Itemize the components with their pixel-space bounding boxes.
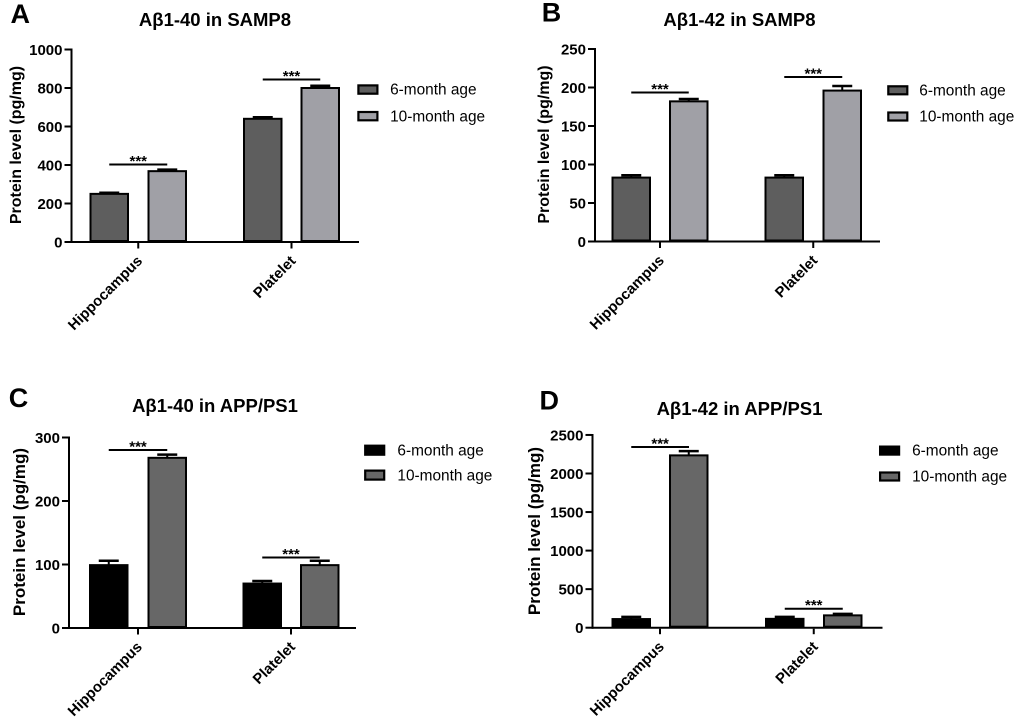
- svg-text:Protein level (pg/mg): Protein level (pg/mg): [10, 448, 29, 616]
- svg-text:1000: 1000: [29, 42, 62, 59]
- svg-text:0: 0: [52, 620, 60, 637]
- svg-text:Protein level (pg/mg): Protein level (pg/mg): [8, 66, 25, 224]
- svg-text:0: 0: [575, 620, 583, 637]
- svg-text:D: D: [540, 386, 560, 416]
- svg-text:Protein level (pg/mg): Protein level (pg/mg): [525, 447, 544, 615]
- svg-text:2000: 2000: [550, 466, 583, 483]
- svg-text:10-month age: 10-month age: [919, 109, 1014, 126]
- svg-text:***: ***: [651, 436, 669, 453]
- svg-text:50: 50: [569, 195, 586, 212]
- svg-text:1500: 1500: [550, 504, 583, 521]
- svg-text:***: ***: [282, 546, 300, 563]
- svg-text:600: 600: [37, 119, 62, 136]
- svg-text:***: ***: [129, 439, 147, 456]
- svg-text:200: 200: [37, 196, 62, 213]
- svg-text:10-month age: 10-month age: [912, 469, 1007, 486]
- svg-text:10-month age: 10-month age: [397, 468, 492, 485]
- svg-text:0: 0: [578, 234, 586, 251]
- svg-text:400: 400: [37, 157, 62, 174]
- svg-text:10-month age: 10-month age: [390, 108, 485, 125]
- svg-text:***: ***: [283, 68, 301, 85]
- svg-text:***: ***: [805, 597, 823, 614]
- svg-text:500: 500: [558, 581, 583, 598]
- svg-text:Aβ1-42 in SAMP8: Aβ1-42 in SAMP8: [663, 9, 815, 30]
- svg-text:800: 800: [37, 80, 62, 97]
- svg-text:250: 250: [561, 41, 586, 58]
- svg-text:C: C: [9, 383, 29, 413]
- svg-text:100: 100: [561, 157, 586, 174]
- svg-text:***: ***: [129, 153, 147, 170]
- svg-text:B: B: [542, 0, 562, 28]
- svg-text:200: 200: [561, 80, 586, 97]
- svg-text:Protein level (pg/mg): Protein level (pg/mg): [536, 65, 553, 223]
- svg-text:A: A: [11, 0, 31, 29]
- svg-text:150: 150: [561, 118, 586, 135]
- svg-text:0: 0: [54, 234, 62, 251]
- svg-text:***: ***: [651, 81, 669, 98]
- svg-text:Aβ1-40 in APP/PS1: Aβ1-40 in APP/PS1: [132, 395, 298, 416]
- svg-text:100: 100: [35, 557, 60, 574]
- svg-text:1000: 1000: [550, 543, 583, 560]
- svg-text:Aβ1-40 in SAMP8: Aβ1-40 in SAMP8: [139, 9, 291, 30]
- svg-text:200: 200: [35, 493, 60, 510]
- svg-text:6-month age: 6-month age: [390, 82, 476, 99]
- svg-text:6-month age: 6-month age: [397, 443, 483, 460]
- svg-text:Aβ1-42 in APP/PS1: Aβ1-42 in APP/PS1: [657, 398, 823, 419]
- svg-text:300: 300: [35, 430, 60, 447]
- svg-text:2500: 2500: [550, 427, 583, 444]
- svg-text:***: ***: [804, 66, 822, 83]
- svg-text:6-month age: 6-month age: [919, 82, 1005, 99]
- svg-text:6-month age: 6-month age: [912, 443, 998, 460]
